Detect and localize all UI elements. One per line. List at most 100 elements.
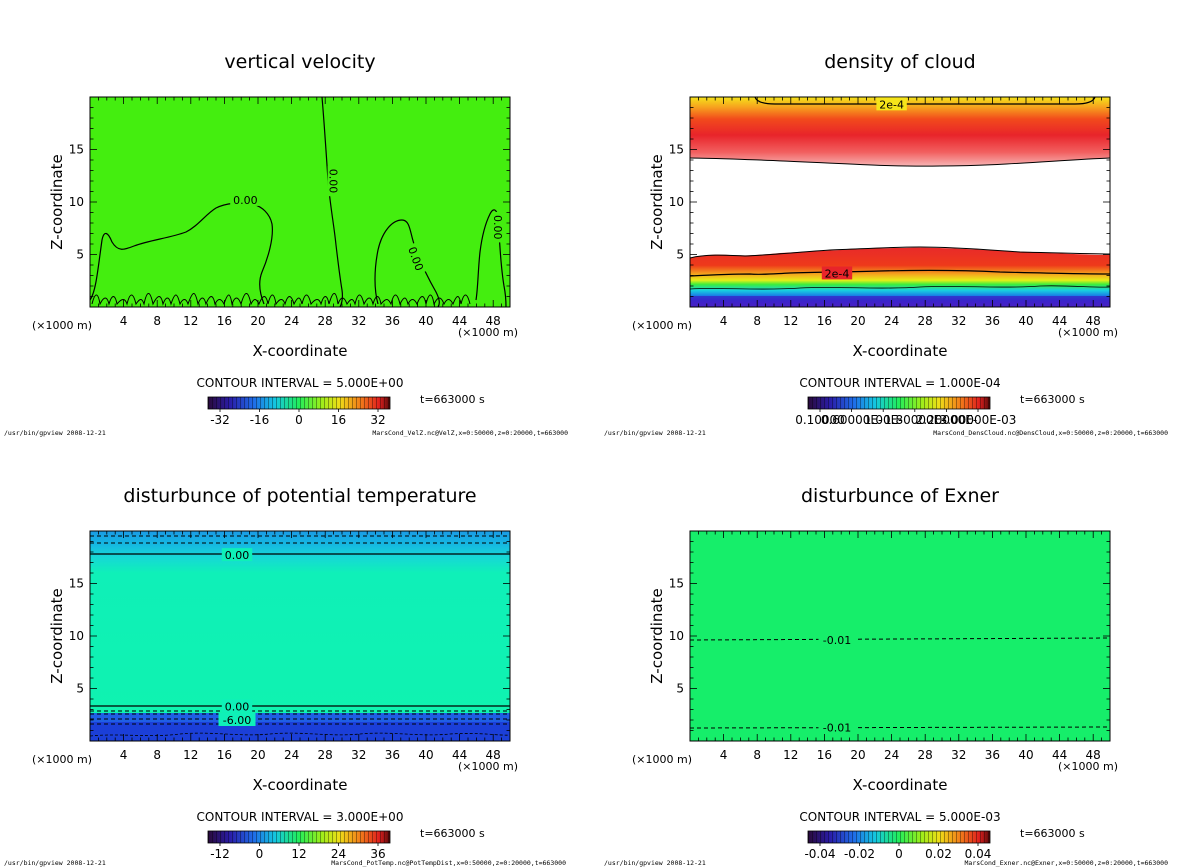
y-axis-label: Z-coordinate <box>48 588 66 683</box>
contour-label: -0.01 <box>818 633 856 647</box>
x-tick-label: 44 <box>1052 314 1067 328</box>
contour-label-bg <box>821 266 853 280</box>
field-fill <box>90 97 510 307</box>
contour-label-bg <box>818 720 856 734</box>
x-unit-right: (×1000 m) <box>458 326 518 339</box>
contour-interval: CONTOUR INTERVAL = 3.000E+00 <box>197 810 404 824</box>
panel-density-of-cloud: density of cloud 4 8 12 16 20 24 28 32 36 40 44 485… <box>604 51 1168 437</box>
footer-left: /usr/bin/gpview 2008-12-21 <box>604 429 706 437</box>
x-tick-label: 16 <box>817 748 832 762</box>
x-tick-label: 48 <box>1086 314 1101 328</box>
y-axis-label: Z-coordinate <box>648 588 666 683</box>
y-tick-label: 5 <box>676 682 684 696</box>
contour-label-bg <box>327 165 341 197</box>
x-tick-label: 8 <box>153 748 161 762</box>
x-tick-label: 4 <box>120 314 128 328</box>
x-tick-label: 36 <box>385 314 400 328</box>
footer-left: /usr/bin/gpview 2008-12-21 <box>604 859 706 867</box>
contour-label-text: 2e-4 <box>825 267 850 280</box>
contour-line <box>90 732 510 737</box>
contour-line <box>690 726 1110 729</box>
contour-label-bg <box>818 633 856 647</box>
y-tick-label: 15 <box>69 577 84 591</box>
colorbar-tick-label: 0.02 <box>925 847 952 861</box>
contour-label-text: 0.00 <box>225 700 250 713</box>
colorbar-ticks: 0.100000.60000E-1.00E-1.80000E-2.20000E-… <box>795 409 1016 427</box>
contour-label-text: -0.01 <box>823 634 851 647</box>
contour-label-bg <box>876 97 907 111</box>
colorbar-tick-label: 32 <box>370 413 385 427</box>
contour-label: 2e-4 <box>876 97 907 111</box>
contour-line <box>90 202 273 305</box>
x-tick-label: 40 <box>418 314 433 328</box>
contour-label-bg <box>230 192 261 206</box>
time-label: t=663000 s <box>1020 393 1085 406</box>
x-tick-label: 28 <box>318 314 333 328</box>
field-deep-band <box>90 722 510 741</box>
contour-label-bg <box>221 699 253 713</box>
contour-label-text: 0.00 <box>491 215 504 240</box>
contour-label-bg <box>405 242 428 276</box>
y-tick-label: 10 <box>69 195 84 209</box>
y-tick-label: 5 <box>676 248 684 262</box>
contour-label-bg <box>218 713 256 726</box>
colorbar-tick-label: 16 <box>331 413 346 427</box>
x-tick-label: 4 <box>720 314 728 328</box>
x-tick-label: 20 <box>850 314 865 328</box>
contour-line <box>690 285 1110 290</box>
x-tick-label: 8 <box>753 314 761 328</box>
x-tick-label: 36 <box>985 748 1000 762</box>
y-tick-label: 10 <box>669 195 684 209</box>
cloud-speckle <box>690 296 1110 307</box>
panel-title: vertical velocity <box>224 51 375 73</box>
colorbar-ticks: -32 -16 0 16 32 <box>210 409 386 427</box>
contour-line <box>690 269 1110 277</box>
x-tick-label: 40 <box>1018 748 1033 762</box>
x-tick-label: 12 <box>783 748 798 762</box>
colorbar-stripes <box>808 397 990 409</box>
contour-label: 0.00 <box>327 165 341 197</box>
x-axis-label: X-coordinate <box>853 342 948 360</box>
contour-label-bg <box>221 548 253 562</box>
colorbar-tick-label: 24 <box>331 847 346 861</box>
x-tick-label: 28 <box>918 314 933 328</box>
colorbar-tick-label: 3.00000E-03 <box>940 413 1017 427</box>
footer-left: /usr/bin/gpview 2008-12-21 <box>4 859 106 867</box>
x-tick-label: 36 <box>385 748 400 762</box>
x-tick-label: 40 <box>1018 314 1033 328</box>
contour-line <box>690 157 1110 167</box>
x-tick-label: 4 <box>720 748 728 762</box>
x-tick-label: 48 <box>1086 748 1101 762</box>
contour-label: -6.00 <box>218 713 256 727</box>
x-tick-label: 24 <box>284 748 299 762</box>
colorbar-tick-label: 2.20000E- <box>916 413 978 427</box>
contour-label-text: 2e-4 <box>879 98 904 111</box>
footer-right: MarsCond_Exner.nc@Exner,x=0:50000,z=0:20… <box>965 859 1169 867</box>
footer-right: MarsCond_VelZ.nc@VelZ,x=0:50000,z=0:2000… <box>372 429 568 437</box>
x-tick-label: 12 <box>783 314 798 328</box>
colorbar-stripes <box>208 831 390 843</box>
colorbar-tick-label: -0.04 <box>804 847 835 861</box>
contour-label: 0.00 <box>491 211 506 243</box>
field-band <box>90 713 510 722</box>
colorbar-stripes <box>208 397 390 409</box>
contour-label: 2e-4 <box>821 266 853 280</box>
colorbar-tick-label: 1.00E- <box>864 413 903 427</box>
colorbar-tick-label: -16 <box>250 413 270 427</box>
x-tick-label: 24 <box>884 748 899 762</box>
cloud-band-lower <box>690 247 1110 307</box>
contour-label-text: 0.00 <box>225 549 250 562</box>
y-tick-label: 15 <box>69 143 84 157</box>
time-label: t=663000 s <box>1020 827 1085 840</box>
x-tick-label: 44 <box>1052 748 1067 762</box>
colorbar-tick-label: 0.04 <box>965 847 992 861</box>
panel-title: disturbunce of Exner <box>801 485 999 507</box>
x-unit-right: (×1000 m) <box>1058 326 1118 339</box>
footer-right: MarsCond_DensCloud.nc@DensCloud,x=0:5000… <box>933 429 1168 437</box>
x-tick-label: 20 <box>850 748 865 762</box>
panel-exner: disturbunce of Exner 4 8 12 16 20 24 28 32 36 40 4… <box>604 485 1168 867</box>
x-tick-label: 28 <box>918 748 933 762</box>
